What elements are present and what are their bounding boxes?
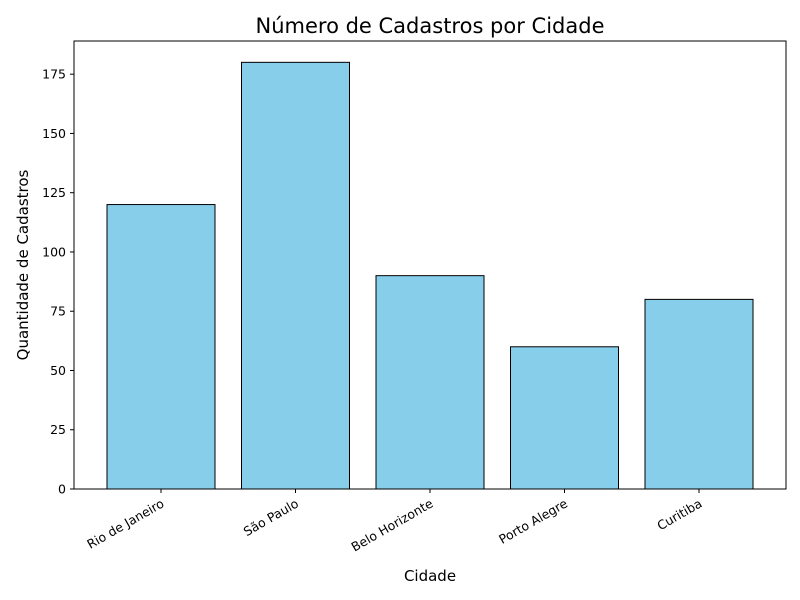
bar-são-paulo xyxy=(241,61,350,490)
y-axis-label: Quantidade de Cadastros xyxy=(14,169,32,360)
bars-group xyxy=(106,61,754,490)
bar-belo-horizonte xyxy=(375,275,485,490)
x-axis-label: Cidade xyxy=(404,567,456,585)
y-tick-label: 150 xyxy=(42,126,66,141)
y-axis: 0 25 50 75 100 125 150 175 xyxy=(42,67,74,497)
bar-porto-alegre xyxy=(510,346,619,490)
y-tick-label: 50 xyxy=(50,363,66,378)
chart-title: Número de Cadastros por Cidade xyxy=(256,14,605,38)
x-tick-label: Belo Horizonte xyxy=(349,495,436,554)
x-tick-label: São Paulo xyxy=(241,496,301,539)
x-tick-label: Porto Alegre xyxy=(496,495,570,546)
x-tick-label: Curitiba xyxy=(654,496,704,534)
y-tick-label: 0 xyxy=(58,482,66,497)
bar-curitiba xyxy=(644,298,754,490)
y-tick-label: 100 xyxy=(42,244,66,259)
x-axis: Rio de Janeiro São Paulo Belo Horizonte Por… xyxy=(84,489,705,554)
y-tick-label: 25 xyxy=(50,422,66,437)
y-tick-label: 125 xyxy=(42,185,66,200)
x-tick-label: Rio de Janeiro xyxy=(84,496,166,552)
bar-rio-de-janeiro xyxy=(106,204,216,490)
y-tick-label: 175 xyxy=(42,67,66,82)
y-tick-label: 75 xyxy=(50,304,66,319)
